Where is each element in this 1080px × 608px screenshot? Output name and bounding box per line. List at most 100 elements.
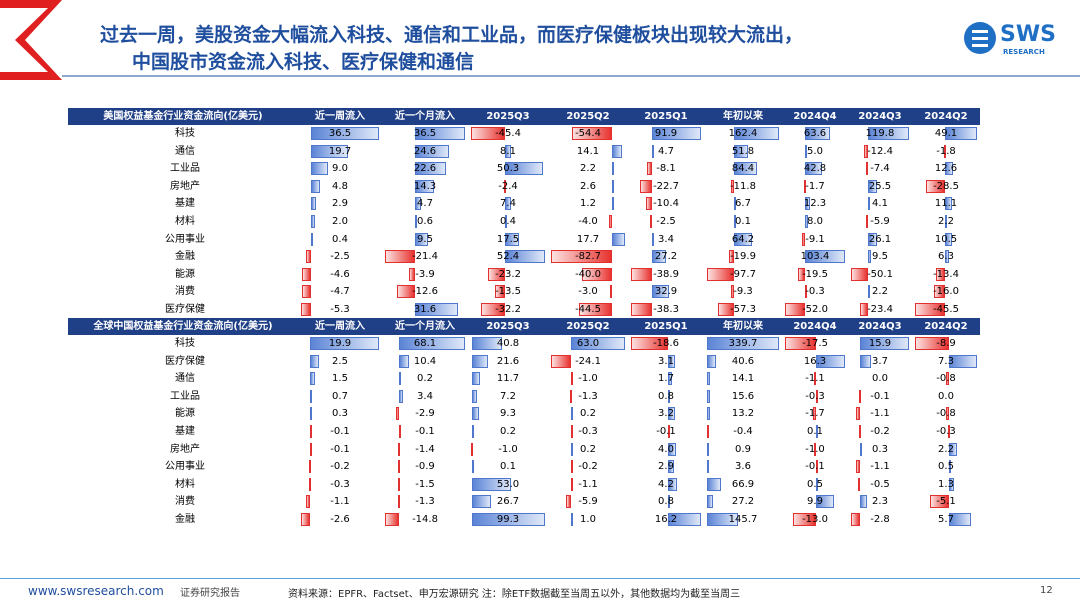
data-bar (949, 354, 977, 368)
value-cell: -1.1 (578, 478, 598, 490)
data-bar (571, 337, 625, 350)
value-cell: 52.4 (496, 251, 520, 263)
value-cell: 63.0 (576, 338, 600, 349)
value-cell: -10.4 (653, 198, 679, 210)
value-cell: -0.1 (656, 426, 676, 437)
row-label: 房地产 (170, 443, 200, 455)
data-bar (414, 232, 428, 246)
value-cell: 0.2 (580, 443, 596, 455)
data-bar (816, 425, 819, 438)
column-header: 2025Q1 (628, 318, 704, 335)
data-bar (301, 513, 310, 526)
value-cell: 0.3 (872, 443, 888, 455)
column-header: 2024Q3 (848, 108, 912, 125)
value-cell: 91.9 (654, 128, 678, 139)
value-cell: -2.5 (656, 216, 676, 227)
data-bar (503, 179, 506, 193)
row-label: 科技 (175, 338, 195, 349)
value-cell: 84.4 (731, 163, 755, 175)
value-cell: 0.7 (332, 390, 348, 402)
data-bar (651, 285, 670, 299)
value-cell: 4.7 (658, 145, 674, 157)
data-bar (668, 389, 671, 403)
data-bar (414, 144, 449, 158)
data-bar (707, 389, 711, 403)
value-cell: 4.8 (332, 180, 348, 192)
data-bar (718, 303, 735, 316)
value-cell: 3.7 (872, 355, 888, 367)
data-bar (943, 144, 946, 158)
logo-name: SWS (1000, 22, 1056, 47)
value-cell: 3.6 (735, 461, 751, 473)
data-bar (385, 513, 400, 526)
value-cell: 3.1 (658, 355, 674, 367)
row-label: 消费 (175, 496, 195, 508)
value-cell: 19.9 (328, 338, 352, 349)
data-bar (851, 513, 860, 526)
value-cell: 0.6 (417, 216, 433, 227)
value-cell: 13.2 (731, 408, 755, 420)
value-cell: 12.3 (803, 198, 827, 210)
data-bar (915, 303, 945, 316)
data-bar (668, 442, 677, 456)
data-bar (471, 337, 502, 350)
value-cell: 5.0 (807, 145, 823, 157)
value-cell: -32.2 (495, 304, 521, 315)
value-cell: -0.1 (330, 443, 350, 455)
data-bar (859, 425, 862, 438)
value-cell: 1.5 (332, 373, 348, 385)
value-cell: -2.6 (330, 514, 350, 525)
value-cell: -13.0 (802, 514, 828, 525)
column-header: 2024Q3 (848, 318, 912, 335)
data-bar (302, 285, 311, 299)
data-bar (310, 372, 316, 386)
value-cell: 2.0 (332, 216, 348, 227)
value-cell: 51.8 (731, 145, 755, 157)
value-cell: 0.0 (872, 373, 888, 385)
value-cell: -14.8 (412, 514, 438, 525)
data-bar (639, 179, 652, 193)
data-bar (310, 337, 379, 350)
value-cell: 8.0 (807, 216, 823, 227)
value-cell: 0.1 (500, 461, 516, 473)
value-cell: 4.1 (872, 198, 888, 210)
data-bar (310, 162, 328, 176)
value-cell: 9.0 (332, 163, 348, 175)
data-bar (805, 197, 810, 211)
data-bar (310, 197, 317, 211)
row-label: 能源 (175, 268, 195, 280)
data-bar (707, 477, 722, 491)
value-cell: -1.1 (870, 461, 890, 473)
value-cell: -40.0 (575, 268, 601, 280)
data-bar (797, 267, 806, 281)
value-cell: -3.0 (578, 286, 598, 298)
value-cell: 50.3 (496, 163, 520, 175)
data-bar (651, 232, 654, 246)
column-header: 2024Q2 (912, 108, 980, 125)
value-cell: -23.4 (867, 304, 893, 315)
value-cell: 11.7 (496, 373, 520, 385)
row-label: 金融 (175, 251, 195, 263)
data-bar (668, 372, 672, 386)
data-bar (805, 162, 822, 176)
data-bar (399, 389, 403, 403)
data-bar (647, 162, 652, 176)
value-cell: -52.0 (802, 304, 828, 315)
value-cell: -5.1 (936, 496, 956, 508)
row-label: 能源 (175, 408, 195, 420)
value-cell: 10.5 (934, 233, 958, 245)
column-header: 年初以来 (704, 318, 782, 335)
value-cell: -18.6 (653, 338, 679, 349)
data-bar (399, 337, 465, 350)
data-bar (734, 162, 758, 176)
data-bar (944, 127, 977, 140)
row-label: 医疗保健 (165, 304, 205, 315)
value-cell: 0.3 (332, 408, 348, 420)
data-bar (868, 232, 877, 246)
value-cell: 4.7 (417, 198, 433, 210)
value-cell: -16.0 (933, 286, 959, 298)
value-cell: -11.8 (730, 180, 756, 192)
data-bar (471, 495, 492, 509)
data-bar (792, 513, 817, 526)
data-bar (651, 250, 667, 264)
